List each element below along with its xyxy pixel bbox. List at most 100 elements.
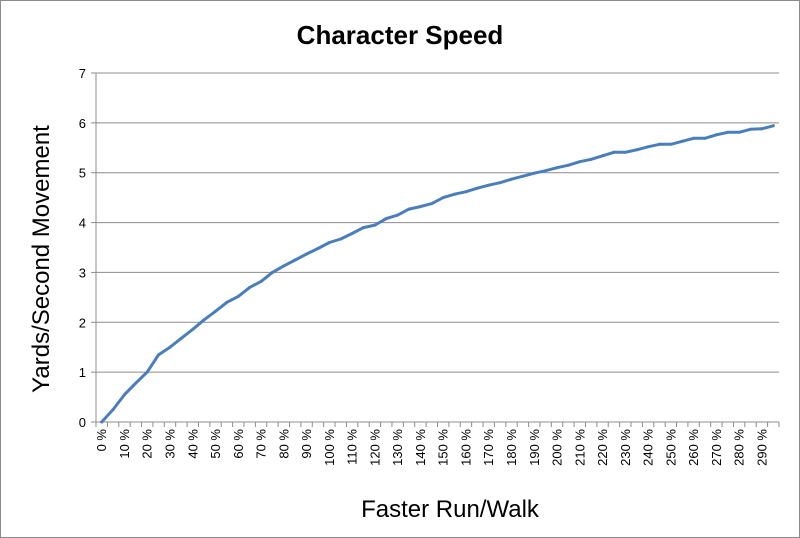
x-tick-label: 270 % [709,429,724,466]
x-tick-label: 140 % [413,429,428,466]
x-tick-label: 220 % [595,429,610,466]
data-point [123,393,126,397]
y-tick-label: 7 [79,66,86,81]
data-point [100,420,104,424]
x-tick-label: 110 % [345,429,360,465]
x-tick-label: 30 % [162,429,177,459]
x-tick-label: 180 % [504,429,519,466]
data-point [327,241,331,244]
x-tick-label: 50 % [208,429,223,459]
x-tick-label: 0 % [94,429,109,452]
x-tick-label: 130 % [390,429,405,466]
data-point [749,127,752,131]
x-tick-label: 290 % [754,429,769,466]
data-point [680,139,684,143]
data-point [214,309,217,313]
data-point [362,226,365,230]
data-point [646,145,650,149]
x-tick-label: 100 % [322,429,337,466]
y-tick-label: 4 [79,216,86,231]
data-point [475,186,479,190]
data-point [293,258,297,262]
data-point [760,127,764,131]
data-point [566,163,570,167]
x-axis-title: Faster Run/Walk [361,496,540,523]
data-point [145,370,149,374]
x-tick-label: 70 % [254,429,269,459]
x-tick-label: 240 % [641,429,656,466]
x-tick-label: 150 % [436,429,451,466]
data-point [179,336,183,340]
chart-title: Character Speed [297,20,504,50]
y-tick-label: 2 [79,315,86,330]
data-point [248,285,252,289]
data-point [225,300,229,304]
data-point [532,171,536,175]
data-point [282,264,286,268]
data-point [589,157,593,161]
data-point [191,327,195,331]
x-tick-label: 40 % [185,429,200,459]
data-point [544,169,548,173]
data-point [726,130,730,134]
data-point [464,190,468,194]
data-point [441,196,445,200]
series-line [100,124,775,424]
x-tick-label: 90 % [299,429,314,459]
data-point [612,150,616,154]
data-point [771,124,775,128]
y-tick-label: 3 [79,265,86,280]
data-point [658,142,661,146]
data-point [373,223,377,227]
data-point [453,192,457,196]
series-layer [100,124,775,424]
x-tick-label: 200 % [550,429,565,466]
data-point [498,181,502,185]
data-point [623,150,627,154]
data-point [601,154,605,158]
data-point [384,217,388,221]
x-tick-label: 10 % [117,429,132,459]
x-tick-label: 190 % [527,429,542,466]
data-point [703,136,707,140]
data-point [396,213,400,217]
x-tick-label: 80 % [276,429,291,459]
data-point [316,247,320,250]
data-point [270,270,274,274]
x-tick-label: 160 % [458,429,473,466]
data-point [202,318,206,322]
data-point [510,177,513,181]
axes [91,72,780,427]
x-tick-labels: 0 % 10 % 20 % 30 % 40 % 50 % 60 % 70 % 80 % 90 % 1… [94,429,769,466]
data-point [259,279,263,283]
x-tick-label: 230 % [618,429,633,466]
y-tick-label: 1 [79,365,86,380]
x-tick-label: 280 % [732,429,747,466]
y-tick-labels: 0 1 2 3 4 5 6 7 [79,66,86,430]
data-point [487,183,491,187]
data-point [305,252,309,256]
y-tick-label: 0 [79,415,86,430]
x-tick-label: 210 % [572,429,587,466]
x-tick-label: 250 % [663,429,678,466]
x-tick-label: 20 % [140,429,155,459]
data-point [669,142,673,146]
data-point [157,353,161,357]
x-tick-label: 60 % [231,429,246,459]
data-point [168,345,172,349]
data-point [635,148,639,152]
data-point [714,133,718,137]
y-tick-label: 6 [79,116,86,131]
data-point [236,294,240,298]
data-point [555,166,559,170]
data-point [418,205,422,209]
x-tick-label: 120 % [367,429,382,466]
y-tick-label: 5 [79,166,86,181]
x-tick-label: 260 % [686,429,701,466]
y-axis-title: Yards/Second Movement [28,125,55,393]
data-point [111,408,115,411]
gridlines [96,72,779,373]
data-point [578,160,582,164]
